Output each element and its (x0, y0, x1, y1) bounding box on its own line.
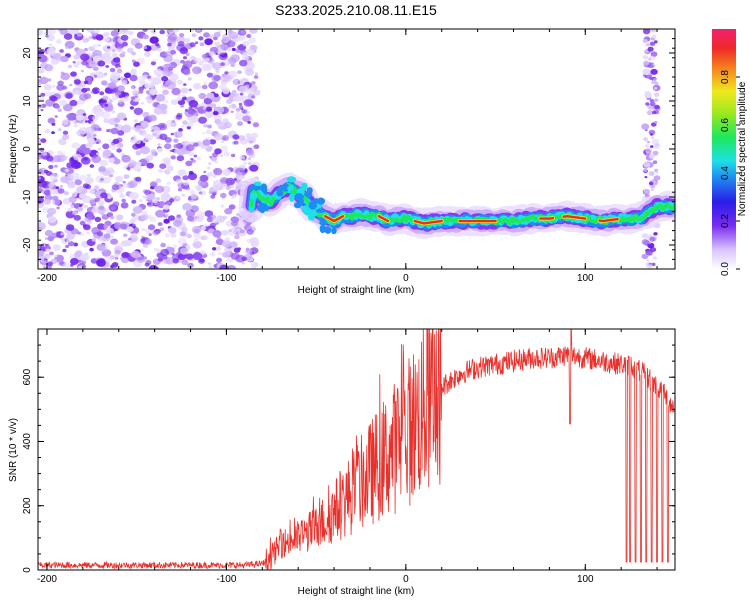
colorbar-tick-label: 0.4 (720, 166, 731, 180)
snr-ytick-label: 200 (22, 497, 33, 514)
colorbar-tick-label: 0.2 (720, 214, 731, 228)
colorbar-gradient (712, 29, 736, 269)
colorbar-tick-label: 0.0 (720, 262, 731, 276)
spectrogram-ytick-label: -10 (22, 189, 33, 204)
colorbar-label: Normalized spectral amplitude (737, 81, 748, 216)
spectrogram-xtick-label: 0 (403, 273, 409, 284)
spectrogram-ylabel: Frequency (Hz) (8, 115, 19, 184)
snr-ytick-label: 600 (22, 368, 33, 385)
snr-series-line (38, 329, 675, 570)
snr-frame (37, 328, 676, 571)
snr-ticks: -200 -100 0 100 0 200 400 600 (22, 328, 675, 585)
snr-xtick-label: 100 (577, 574, 594, 585)
colorbar-tick-label: 0.6 (720, 118, 731, 132)
spectrogram-xtick-label: -100 (216, 273, 236, 284)
spectrogram-xtick-label: 100 (577, 273, 594, 284)
spectrogram-ytick-label: 10 (22, 95, 33, 107)
snr-ytick-label: 0 (22, 567, 33, 573)
colorbar: 0.0 0.2 0.4 0.6 0.8 Normalized spectral ampl… (712, 29, 748, 276)
spectrogram-ytick-label: 0 (22, 146, 33, 152)
spectrogram-ridge-layer (238, 172, 675, 239)
figure-title: S233.2025.210.08.11.E15 (275, 2, 437, 18)
snr-ytick-label: 400 (22, 433, 33, 450)
snr-xtick-label: 0 (403, 574, 409, 585)
snr-ylabel: SNR (10 * v/v) (8, 418, 19, 482)
snr-panel: -200 -100 0 100 0 200 400 600 Height of straigh… (8, 328, 676, 597)
snr-xtick-label: -200 (37, 574, 57, 585)
spectrogram-xtick-label: -200 (37, 273, 57, 284)
spectrogram-ytick-label: -20 (22, 237, 33, 252)
colorbar-ticks: 0.0 0.2 0.4 0.6 0.8 (720, 70, 740, 276)
snr-xlabel: Height of straight line (km) (298, 586, 415, 597)
spectrogram-noise-layer (38, 29, 661, 269)
spectrogram-ytick-label: 20 (22, 47, 33, 59)
colorbar-tick-label: 0.8 (720, 70, 731, 84)
snr-xtick-label: -100 (216, 574, 236, 585)
spectrogram-xlabel: Height of straight line (km) (298, 285, 415, 296)
